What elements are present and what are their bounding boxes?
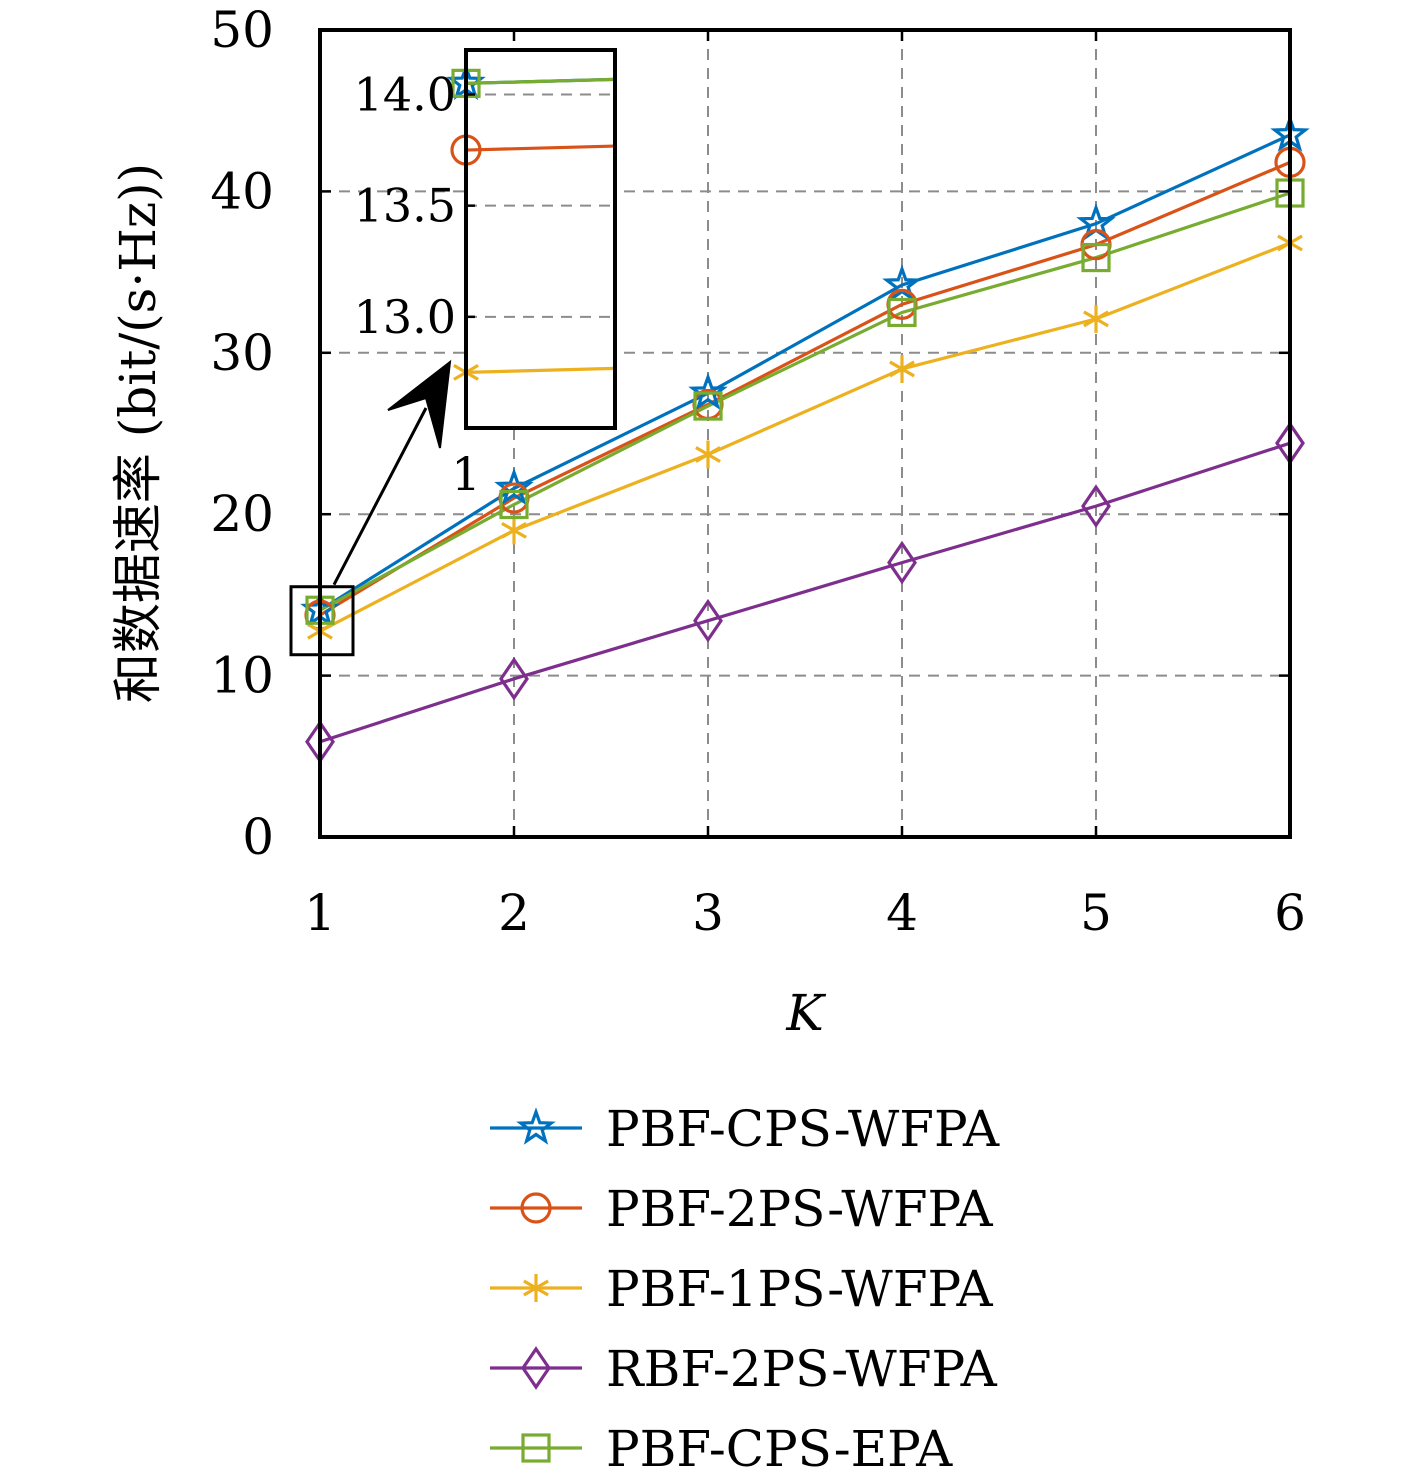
y-axis-label: 和数据速率 (bit/(s·Hz)) bbox=[109, 163, 167, 703]
inset-series-line-2 bbox=[465, 366, 616, 375]
y-tick-label-30: 30 bbox=[210, 324, 274, 382]
series-0-point-1 bbox=[494, 467, 534, 506]
legend-marker-0 bbox=[516, 1107, 556, 1145]
x-tick-label-2: 2 bbox=[498, 884, 530, 942]
inset-frame bbox=[464, 48, 617, 430]
series-line-0 bbox=[319, 133, 1291, 612]
x-tick-label-1: 1 bbox=[304, 884, 336, 942]
y-tick-label-20: 20 bbox=[210, 485, 274, 543]
inset-background bbox=[466, 50, 615, 428]
series-0-point-2 bbox=[688, 372, 728, 410]
legend-label-2: PBF-1PS-WFPA bbox=[606, 1260, 994, 1318]
series-4-point-4 bbox=[1081, 242, 1111, 273]
series-line-1 bbox=[319, 160, 1291, 617]
series-4-point-1 bbox=[499, 489, 529, 520]
series-2-point-3 bbox=[889, 354, 915, 383]
series-3-point-4 bbox=[1081, 484, 1111, 528]
legend: PBF-CPS-WFPA PBF-2PS-WFPA PBF-1PS-WFPA RBF-… bbox=[490, 1100, 1000, 1478]
series-2-point-4 bbox=[1083, 304, 1109, 333]
inset-y-tick-label-0: 13.0 bbox=[354, 290, 456, 344]
series-3-point-3 bbox=[887, 540, 917, 585]
inset-series-line-4 bbox=[465, 77, 616, 85]
plot-frame bbox=[318, 28, 1292, 839]
series-line-4 bbox=[319, 191, 1291, 612]
x-tick-label-4: 4 bbox=[886, 884, 918, 942]
series-line-2 bbox=[319, 241, 1291, 633]
zoom-arrow-shaft bbox=[332, 407, 428, 586]
legend-label-4: PBF-CPS-EPA bbox=[606, 1420, 953, 1478]
x-axis-label: K bbox=[785, 984, 826, 1042]
x-tick-label-6: 6 bbox=[1274, 884, 1306, 942]
legend-label-1: PBF-2PS-WFPA bbox=[606, 1180, 994, 1238]
y-ticks: 0 10 20 30 40 50 bbox=[210, 1, 1290, 866]
series-4-point-3 bbox=[887, 297, 917, 328]
zoom-box bbox=[289, 585, 355, 657]
x-ticks: 1 2 3 4 5 6 bbox=[304, 30, 1306, 942]
legend-marker-1 bbox=[520, 1192, 552, 1224]
x-tick-label-3: 3 bbox=[692, 884, 724, 942]
legend-marker-4 bbox=[521, 1433, 551, 1463]
inset-plot: 13.0 13.5 14.0 1 bbox=[354, 48, 617, 501]
legend-label-3: RBF-2PS-WFPA bbox=[606, 1340, 998, 1398]
zoom-arrow-head bbox=[387, 359, 452, 449]
series-3-point-2 bbox=[693, 598, 723, 643]
series-line-3 bbox=[319, 441, 1291, 744]
series-lines bbox=[319, 133, 1291, 744]
inset-series-line-1 bbox=[465, 144, 616, 152]
series-4-point-2 bbox=[693, 391, 723, 421]
series-2-point-1 bbox=[501, 516, 527, 545]
legend-marker-2 bbox=[523, 1274, 549, 1302]
y-tick-label-50: 50 bbox=[210, 1, 274, 59]
series-3-point-1 bbox=[499, 656, 529, 701]
legend-label-0: PBF-CPS-WFPA bbox=[606, 1100, 1000, 1158]
zoom-annotation bbox=[289, 359, 452, 657]
inset-y-tick-label-1: 13.5 bbox=[354, 179, 456, 233]
y-tick-label-10: 10 bbox=[210, 647, 274, 705]
y-tick-label-40: 40 bbox=[210, 162, 274, 220]
x-tick-label-5: 5 bbox=[1080, 884, 1112, 942]
y-tick-label-0: 0 bbox=[242, 808, 274, 866]
legend-marker-3 bbox=[521, 1346, 551, 1390]
series-2-point-2 bbox=[695, 440, 721, 469]
inset-x-tick-label: 1 bbox=[451, 447, 480, 501]
inset-y-tick-label-2: 14.0 bbox=[354, 67, 456, 121]
